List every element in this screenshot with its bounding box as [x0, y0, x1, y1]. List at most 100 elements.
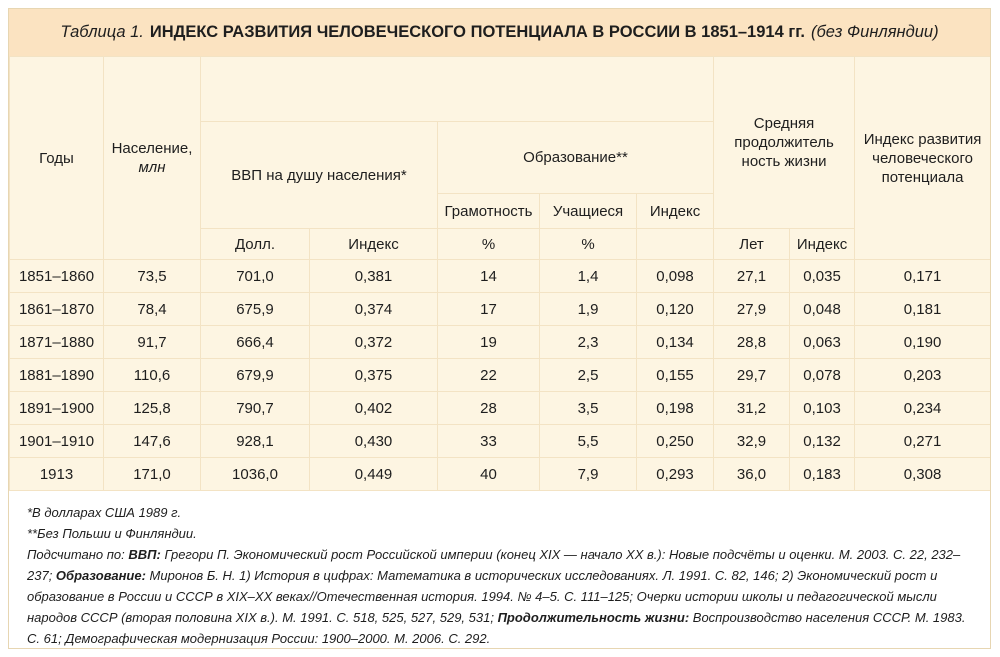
cell-gdp-dollars: 928,1: [200, 424, 310, 458]
header-education: Образование**: [436, 121, 715, 194]
cell-period: 1871–1880: [9, 325, 104, 359]
cell-gdp-dollars: 790,7: [200, 391, 310, 425]
cell-hdi: 0,181: [854, 292, 990, 326]
cell-period: 1861–1870: [9, 292, 104, 326]
cell-life-index: 0,063: [789, 325, 856, 359]
footnote-dollars: *В долларах США 1989 г.: [27, 505, 182, 520]
cell-students: 1,9: [539, 292, 637, 326]
table-row: 1891–1900 125,8 790,7 0,402 28 3,5 0,198…: [9, 391, 990, 425]
cell-gdp-index: 0,402: [309, 391, 438, 425]
cell-gdp-dollars: 1036,0: [200, 457, 310, 491]
cell-life-years: 36,0: [713, 457, 791, 491]
table-row: 1861–1870 78,4 675,9 0,374 17 1,9 0,120 …: [9, 292, 990, 326]
cell-life-years: 27,9: [713, 292, 791, 326]
cell-education-index: 0,134: [635, 325, 715, 359]
cell-students: 5,5: [539, 424, 637, 458]
cell-hdi: 0,190: [854, 325, 990, 359]
cell-literacy: 28: [437, 391, 540, 425]
header-life-expectancy: Средняя продолжитель ность жизни: [713, 56, 856, 229]
cell-literacy: 40: [437, 457, 540, 491]
cell-gdp-index: 0,372: [309, 325, 438, 359]
hdi-table: Годы Население, млн Средняя продолжитель…: [9, 56, 990, 491]
cell-population: 73,5: [103, 259, 201, 293]
cell-hdi: 0,271: [854, 424, 990, 458]
table-title-text: ИНДЕКС РАЗВИТИЯ ЧЕЛОВЕЧЕСКОГО ПОТЕНЦИАЛА…: [149, 23, 806, 41]
cell-gdp-dollars: 701,0: [200, 259, 310, 293]
cell-population: 147,6: [103, 424, 201, 458]
cell-education-index: 0,098: [635, 259, 715, 293]
cell-literacy: 19: [437, 325, 540, 359]
sources-segment: Грегори П. Экономический рост Российской…: [27, 547, 961, 583]
header-gdp-index: Индекс: [309, 228, 438, 260]
table-body: 1851–1860 73,5 701,0 0,381 14 1,4 0,098 …: [9, 259, 990, 491]
sources-paragraph: Подсчитано по: ВВП: Грегори П. Экономиче…: [27, 544, 970, 648]
footnote-poland-finland: **Без Польши и Финляндии.: [27, 526, 197, 541]
cell-population: 110,6: [103, 358, 201, 392]
cell-gdp-index: 0,374: [309, 292, 438, 326]
cell-students: 7,9: [539, 457, 637, 491]
cell-life-index: 0,048: [789, 292, 856, 326]
cell-life-years: 28,8: [713, 325, 791, 359]
cell-gdp-dollars: 675,9: [200, 292, 310, 326]
cell-population: 78,4: [103, 292, 201, 326]
cell-hdi: 0,171: [854, 259, 990, 293]
header-population-label: Население,: [111, 140, 193, 157]
header-years: Годы: [9, 56, 104, 260]
cell-gdp-index: 0,430: [309, 424, 438, 458]
cell-gdp-dollars: 666,4: [200, 325, 310, 359]
cell-population: 91,7: [103, 325, 201, 359]
cell-life-years: 27,1: [713, 259, 791, 293]
header-gdp-per-capita: ВВП на душу населения*: [200, 121, 438, 229]
cell-population: 125,8: [103, 391, 201, 425]
cell-students: 3,5: [539, 391, 637, 425]
table-title-note: (без Финляндии): [811, 23, 939, 41]
header-population: Население, млн: [103, 56, 201, 260]
header-education-index: Индекс: [635, 193, 715, 229]
cell-period: 1851–1860: [9, 259, 104, 293]
sources-segment: Воспроизводство населения СССР. М. 1983.…: [27, 610, 966, 646]
cell-hdi: 0,234: [854, 391, 990, 425]
table-row: 1901–1910 147,6 928,1 0,430 33 5,5 0,250…: [9, 424, 990, 458]
cell-life-index: 0,132: [789, 424, 856, 458]
cell-life-years: 32,9: [713, 424, 791, 458]
cell-period: 1901–1910: [9, 424, 104, 458]
sources-segment-life-expectancy: Продолжительность жизни:: [497, 610, 690, 625]
cell-education-index: 0,120: [635, 292, 715, 326]
cell-gdp-index: 0,381: [309, 259, 438, 293]
table-row: 1881–1890 110,6 679,9 0,375 22 2,5 0,155…: [9, 358, 990, 392]
sources-segment-gdp: ВВП:: [128, 547, 161, 562]
sources-segment: Миронов Б. Н. 1) История в цифрах: Матем…: [27, 568, 938, 625]
table-row: 1913 171,0 1036,0 0,449 40 7,9 0,293 36,…: [9, 457, 990, 491]
cell-hdi: 0,203: [854, 358, 990, 392]
header-hdi: Индекс развития человеческого потенциала: [854, 56, 990, 260]
cell-life-index: 0,035: [789, 259, 856, 293]
cell-period: 1881–1890: [9, 358, 104, 392]
cell-students: 1,4: [539, 259, 637, 293]
table-title: Таблица 1. ИНДЕКС РАЗВИТИЯ ЧЕЛОВЕЧЕСКОГО…: [9, 9, 990, 56]
cell-literacy: 33: [437, 424, 540, 458]
table-row: 1871–1880 91,7 666,4 0,372 19 2,3 0,134 …: [9, 325, 990, 359]
sources-segment-education: Образование:: [55, 568, 146, 583]
cell-hdi: 0,308: [854, 457, 990, 491]
document-page: Таблица 1. ИНДЕКС РАЗВИТИЯ ЧЕЛОВЕЧЕСКОГО…: [8, 8, 991, 649]
cell-life-index: 0,103: [789, 391, 856, 425]
cell-education-index: 0,293: [635, 457, 715, 491]
cell-students: 2,5: [539, 358, 637, 392]
cell-period: 1913: [9, 457, 104, 491]
header-literacy-unit: %: [437, 228, 540, 260]
table-title-number: Таблица 1.: [60, 23, 144, 41]
sources-segment: Подсчитано по:: [27, 547, 129, 562]
cell-literacy: 22: [437, 358, 540, 392]
cell-education-index: 0,155: [635, 358, 715, 392]
header-empty-band: [199, 56, 715, 122]
cell-literacy: 17: [437, 292, 540, 326]
header-population-unit: млн: [138, 159, 166, 176]
cell-life-years: 29,7: [713, 358, 791, 392]
cell-students: 2,3: [539, 325, 637, 359]
cell-gdp-index: 0,449: [309, 457, 438, 491]
header-students-unit: %: [539, 228, 637, 260]
cell-education-index: 0,198: [635, 391, 715, 425]
header-dollars: Долл.: [200, 228, 310, 260]
header-life-index: Индекс: [789, 228, 856, 260]
table-row: 1851–1860 73,5 701,0 0,381 14 1,4 0,098 …: [9, 259, 990, 293]
